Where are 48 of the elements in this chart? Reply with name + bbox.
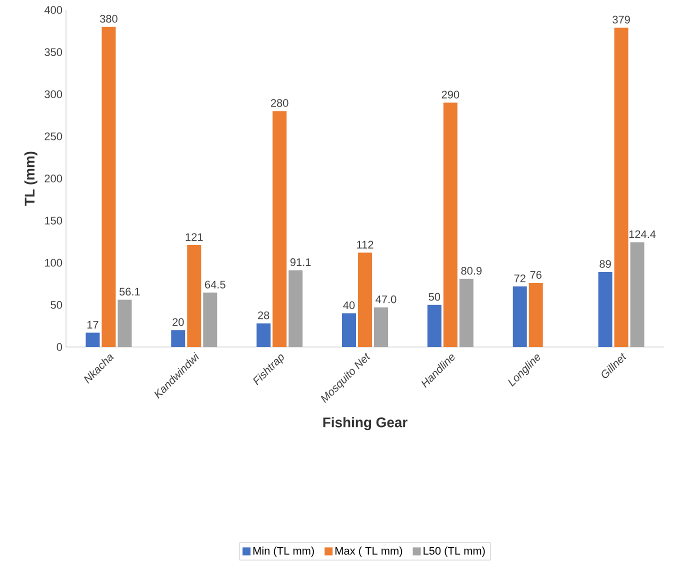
data-label: 72 <box>514 274 526 282</box>
bar <box>272 111 287 347</box>
data-label: 47.0 <box>376 295 396 304</box>
bar <box>598 272 612 347</box>
data-label: 379 <box>612 16 630 24</box>
bar <box>342 313 356 347</box>
data-label: 28 <box>258 311 270 320</box>
y-tick-label: 200 <box>44 174 62 182</box>
y-tick-label: 100 <box>45 258 62 267</box>
y-tick-label: 150 <box>45 216 62 225</box>
bar <box>443 102 458 347</box>
y-tick-label: 350 <box>44 48 62 56</box>
data-label: 17 <box>87 320 98 328</box>
y-tick-label: 50 <box>50 301 62 309</box>
bar <box>512 286 527 347</box>
bar <box>102 26 116 347</box>
bar <box>187 245 202 347</box>
bar <box>528 282 543 347</box>
y-tick-label: 250 <box>44 132 62 140</box>
data-label: 50 <box>428 292 440 301</box>
y-tick-label: 300 <box>44 90 62 98</box>
data-label: 20 <box>172 318 184 326</box>
data-label: 380 <box>100 14 118 23</box>
legend-label: Max ( TL mm) <box>336 546 402 557</box>
data-label: 121 <box>186 233 203 241</box>
data-label: 64.5 <box>205 280 226 288</box>
data-label: 280 <box>270 99 288 107</box>
data-label: 56.1 <box>119 288 140 296</box>
y-axis-title: TL (mm) <box>24 152 38 206</box>
bar <box>614 28 628 347</box>
data-label: 290 <box>442 90 460 98</box>
data-label: 40 <box>343 301 355 310</box>
data-label: 80.9 <box>461 266 482 275</box>
bar <box>427 304 442 347</box>
data-label: 76 <box>530 271 542 279</box>
data-label: 89 <box>600 260 611 268</box>
y-tick-label: 400 <box>44 6 62 14</box>
x-axis-title: Fishing Gear <box>323 417 408 430</box>
legend-label: Min (TL mm) <box>253 546 314 557</box>
bar <box>86 332 100 347</box>
y-tick-label: 0 <box>56 343 62 351</box>
data-label: 124.4 <box>629 230 656 238</box>
bar <box>256 323 271 347</box>
data-label: 91.1 <box>290 258 311 266</box>
bar <box>358 252 372 347</box>
legend-label: L50 (TL mm) <box>424 546 485 557</box>
data-label: 112 <box>357 240 374 248</box>
bar <box>171 330 186 347</box>
